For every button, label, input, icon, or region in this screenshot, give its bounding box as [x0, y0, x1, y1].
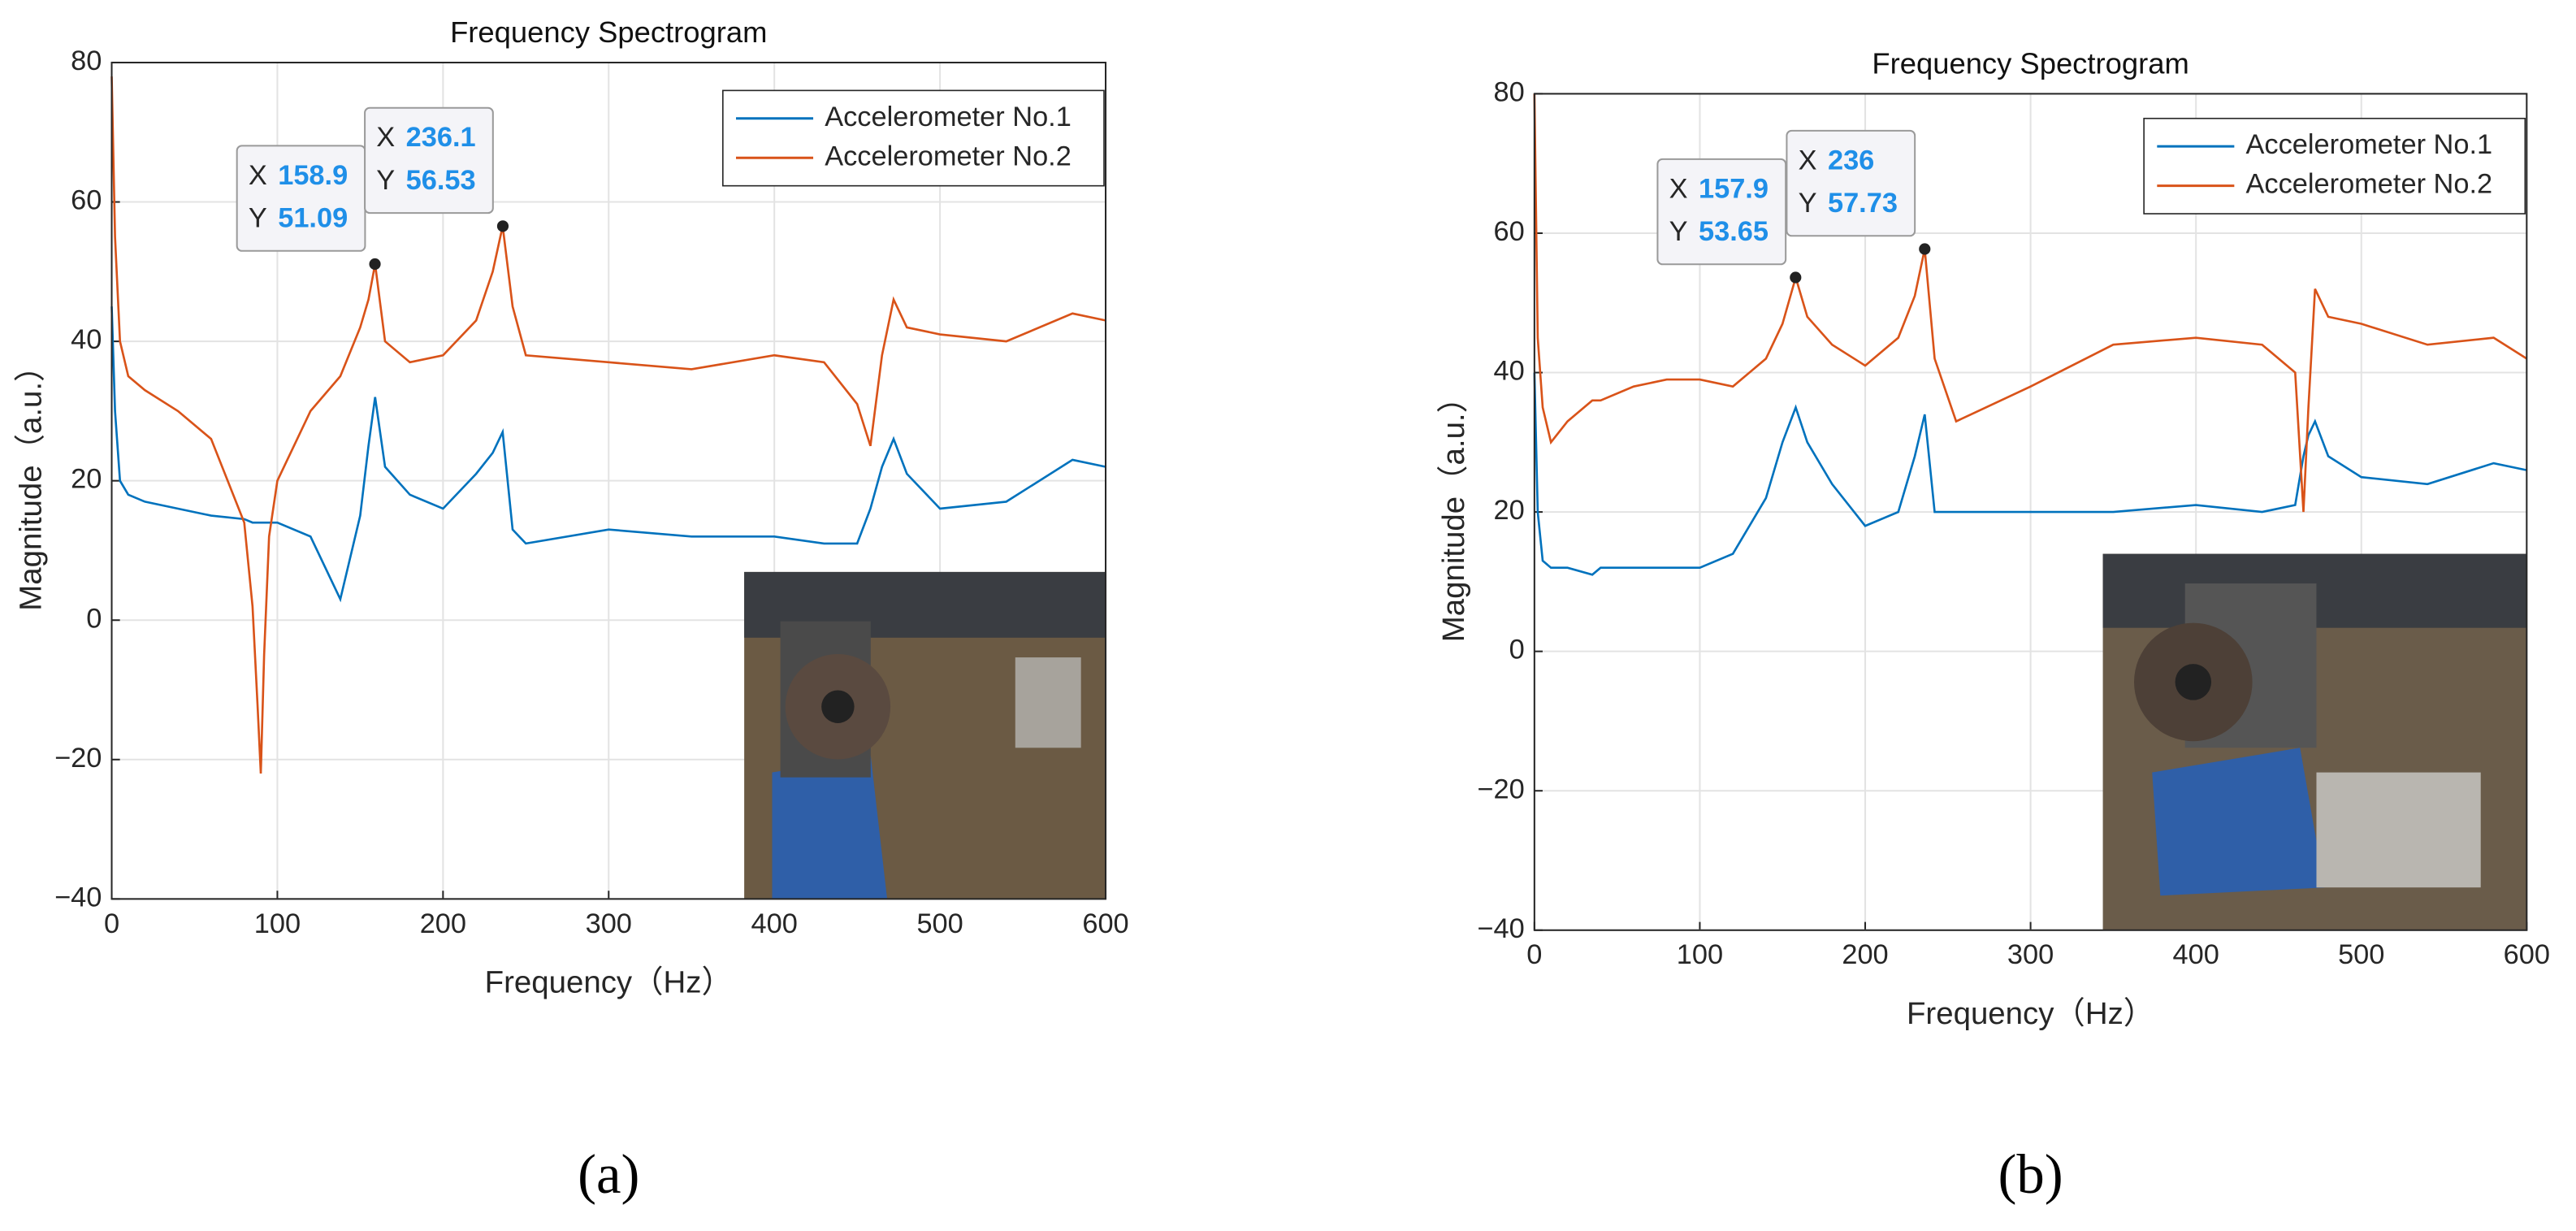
- data-line: [110, 306, 1106, 603]
- y-tick-label: 60: [1493, 216, 1524, 247]
- legend-label: Accelerometer No.2: [825, 141, 1072, 171]
- x-tick-label: 300: [2007, 939, 2054, 970]
- x-tick-label: 500: [2338, 939, 2384, 970]
- x-tick-label: 300: [586, 908, 632, 939]
- x-tick-label: 400: [2173, 939, 2219, 970]
- datatip-y-key: Y: [1669, 216, 1688, 247]
- data-line: [1533, 93, 2528, 513]
- legend-label: Accelerometer No.2: [2246, 169, 2493, 200]
- datatip-x-value: 157.9: [1699, 173, 1769, 204]
- x-tick-label: 600: [1082, 908, 1128, 939]
- x-tick-label: 400: [751, 908, 798, 939]
- datatip-marker: [1790, 271, 1802, 284]
- datatip-y-value: 51.09: [278, 202, 348, 233]
- y-axis-label: Magnitude（a.u.）: [14, 351, 49, 611]
- datatip-y-value: 53.65: [1699, 216, 1769, 247]
- y-tick-label: 20: [1493, 495, 1524, 526]
- legend-label: Accelerometer No.1: [825, 102, 1072, 132]
- datatip-x-key: X: [1669, 173, 1688, 204]
- caption: (a): [578, 1143, 639, 1205]
- y-tick-label: −40: [1477, 913, 1524, 944]
- y-tick-label: 0: [86, 603, 102, 634]
- x-tick-label: 0: [1526, 939, 1542, 970]
- y-tick-label: 60: [71, 185, 102, 216]
- photo-inset: [744, 571, 1106, 899]
- datatip-marker: [496, 220, 509, 232]
- datatip-box: [1786, 129, 1916, 237]
- y-tick-label: 0: [1509, 635, 1525, 665]
- datatip-y-key: Y: [249, 202, 267, 233]
- datatip-x-key: X: [376, 122, 395, 153]
- data-line: [110, 76, 1106, 774]
- datatip-y-value: 56.53: [406, 165, 476, 196]
- y-tick-label: 20: [71, 464, 102, 495]
- x-tick-label: 0: [104, 908, 119, 939]
- chart-title: Frequency Spectrogram: [450, 15, 767, 49]
- y-tick-label: −40: [54, 882, 102, 912]
- datatip-box: [364, 106, 494, 215]
- x-tick-label: 600: [2504, 939, 2550, 970]
- datatip-marker: [1919, 243, 1931, 255]
- datatip-x-value: 236: [1828, 145, 1874, 176]
- legend-label: Accelerometer No.1: [2246, 129, 2493, 160]
- y-tick-label: 40: [1493, 356, 1524, 387]
- datatip-y-value: 57.73: [1828, 188, 1898, 219]
- x-tick-label: 100: [1677, 939, 1723, 970]
- x-axis-label: Frequency（Hz）: [1907, 996, 2154, 1031]
- datatip-y-key: Y: [1799, 188, 1817, 219]
- photo-inset: [2102, 553, 2527, 930]
- plot-frame: [1533, 93, 2528, 931]
- datatip-y-key: Y: [376, 165, 395, 196]
- x-axis-label: Frequency（Hz）: [485, 965, 733, 1000]
- datatip-x-key: X: [1799, 145, 1817, 176]
- x-tick-label: 500: [916, 908, 963, 939]
- datatip-x-key: X: [249, 160, 267, 191]
- x-tick-label: 200: [420, 908, 466, 939]
- datatip-box: [1656, 158, 1787, 266]
- datatip-x-value: 158.9: [278, 160, 348, 191]
- y-tick-label: −20: [1477, 774, 1524, 804]
- legend-box: [722, 89, 1105, 187]
- datatip-marker: [369, 258, 381, 271]
- plot-frame: [110, 61, 1107, 900]
- y-axis-label: Magnitude（a.u.）: [1436, 382, 1471, 642]
- caption: (b): [1998, 1143, 2063, 1205]
- y-tick-label: −20: [54, 743, 102, 774]
- x-tick-label: 100: [254, 908, 301, 939]
- chart-title: Frequency Spectrogram: [1872, 47, 2189, 80]
- y-tick-label: 40: [71, 324, 102, 355]
- datatip-x-value: 236.1: [406, 122, 476, 153]
- legend-box: [2143, 117, 2526, 215]
- x-tick-label: 200: [1842, 939, 1888, 970]
- y-tick-label: 80: [1493, 76, 1524, 107]
- data-line: [1533, 372, 2527, 576]
- y-tick-label: 80: [71, 46, 102, 76]
